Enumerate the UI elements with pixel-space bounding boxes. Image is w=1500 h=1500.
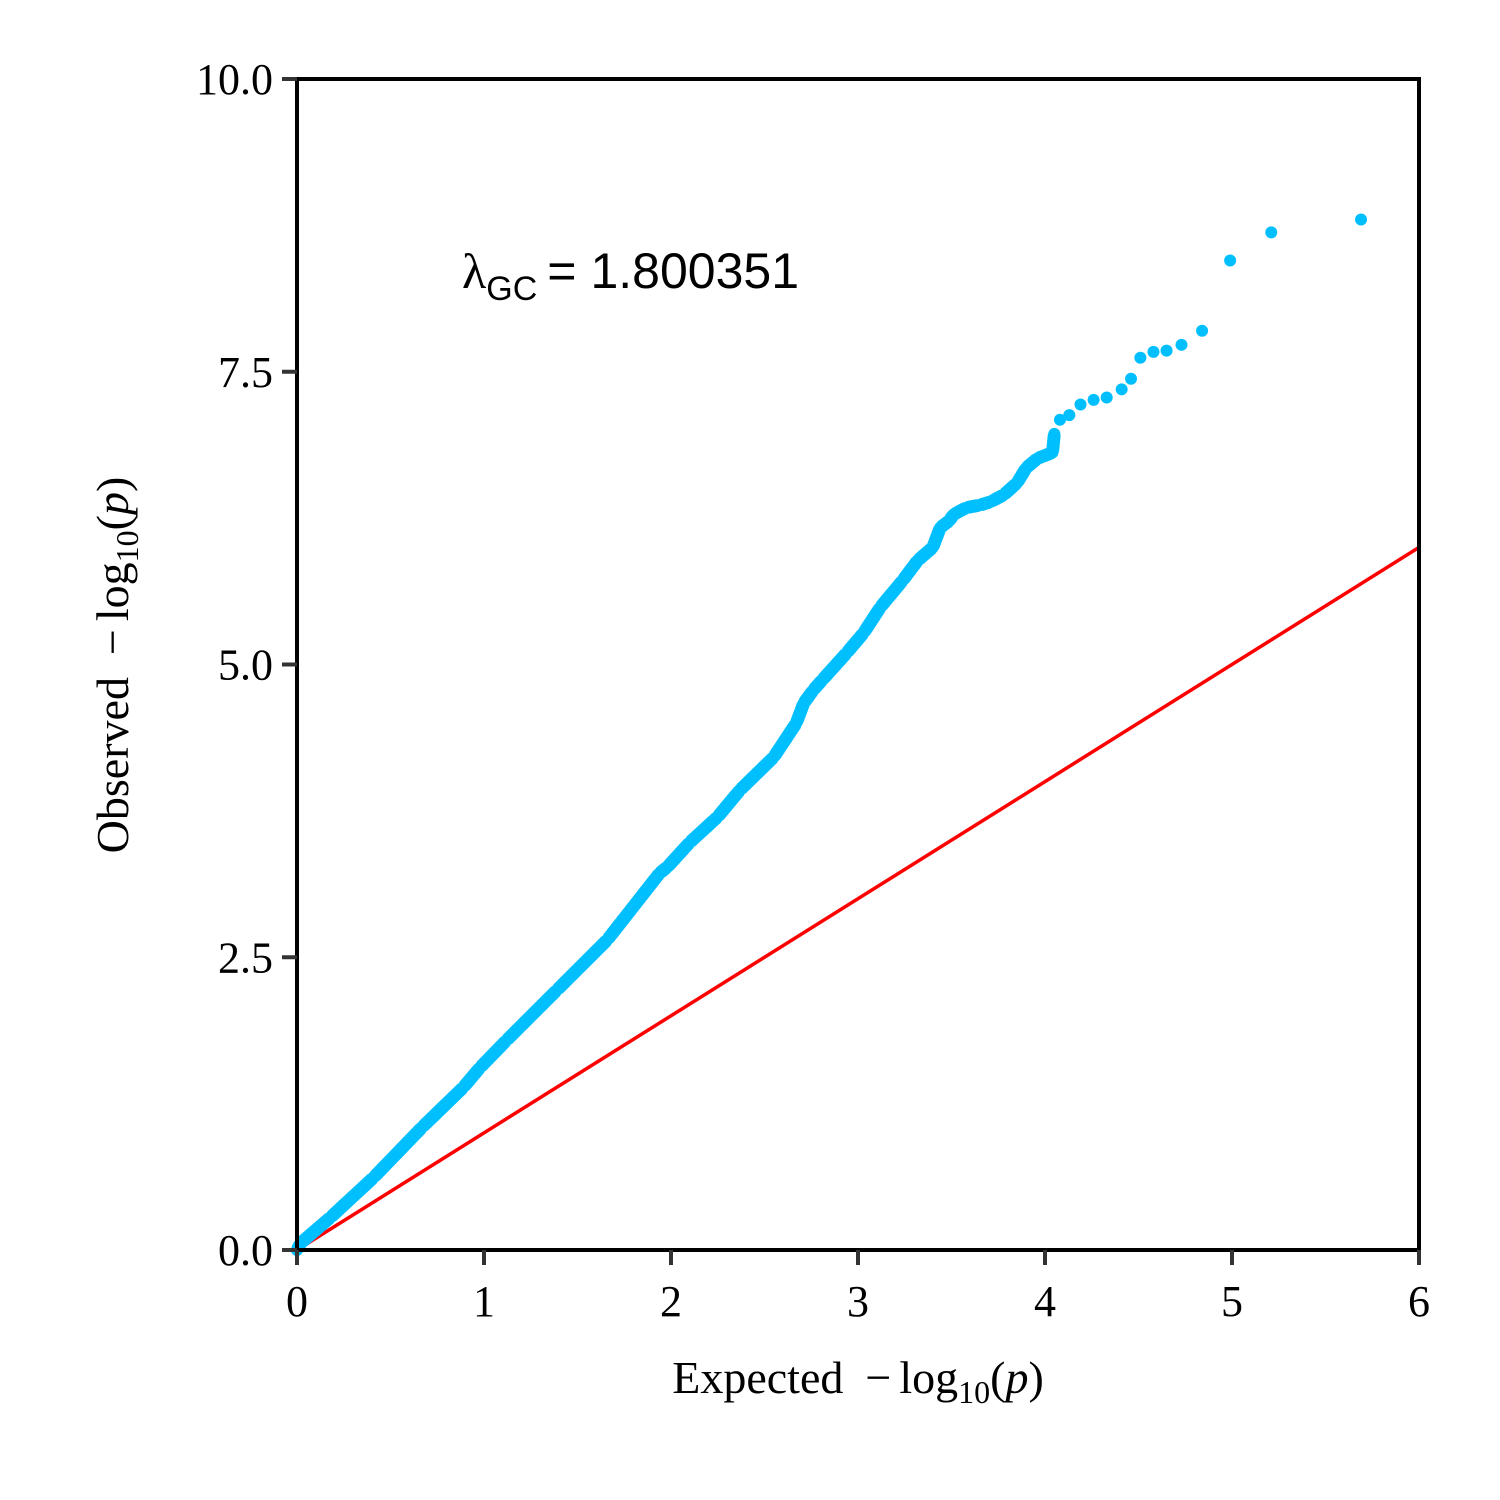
- y-axis-title-arg: p: [87, 492, 138, 518]
- data-point: [1048, 427, 1061, 440]
- x-axis-title: Expected − log10(p): [672, 1352, 1044, 1410]
- y-axis-title-close-paren: ): [87, 477, 138, 492]
- data-point: [1125, 372, 1138, 385]
- x-axis-title-base: 10: [958, 1374, 990, 1410]
- x-axis-title-minus: −: [865, 1352, 891, 1403]
- data-point: [1160, 344, 1173, 357]
- lambda-subscript: GC: [486, 270, 537, 308]
- x-axis-title-log: log: [899, 1352, 958, 1403]
- x-tick-label: 0: [286, 1277, 308, 1326]
- data-point: [1196, 324, 1209, 337]
- y-tick-label: 10.0: [196, 55, 273, 104]
- lambda-value: 1.800351: [590, 243, 799, 299]
- y-tick-label: 2.5: [218, 933, 273, 982]
- data-point: [1074, 398, 1087, 411]
- data-point: [1115, 383, 1128, 396]
- x-tick-label: 3: [847, 1277, 869, 1326]
- data-point: [1100, 391, 1113, 404]
- x-tick-label: 6: [1408, 1277, 1430, 1326]
- reference-line-y-equals-x: [296, 545, 1420, 1252]
- data-points-layer: [291, 213, 1368, 1256]
- x-tick-label: 2: [660, 1277, 682, 1326]
- data-point: [1175, 338, 1188, 351]
- data-point: [1053, 413, 1066, 426]
- y-axis-title-log: log: [87, 562, 138, 621]
- y-axis-title-open-paren: (: [87, 515, 138, 530]
- y-axis-title-base: 10: [109, 530, 145, 562]
- y-axis-title: Observed − log10(p): [87, 477, 145, 854]
- x-axis-title-close-paren: ): [1028, 1352, 1043, 1403]
- x-axis-title-arg: p: [1002, 1352, 1028, 1403]
- y-axis-title-minus: −: [87, 629, 138, 655]
- y-tick-label: 0.0: [218, 1226, 273, 1275]
- data-point: [1087, 393, 1100, 406]
- x-tick-label: 5: [1221, 1277, 1243, 1326]
- data-point: [1224, 254, 1237, 267]
- data-point: [1063, 409, 1076, 422]
- x-axis-title-open-paren: (: [990, 1352, 1005, 1403]
- lambda-gc-annotation: λGC = 1.800351: [462, 243, 799, 308]
- x-tick-label: 1: [473, 1277, 495, 1326]
- reference-line-layer: [296, 545, 1420, 1252]
- data-point: [1134, 351, 1147, 364]
- y-tick-label: 7.5: [218, 348, 273, 397]
- y-axis-title-prefix: Observed: [87, 677, 138, 853]
- x-axis-title-prefix: Expected: [672, 1352, 843, 1403]
- y-axis-ticks: 0.0 2.5 5.0 7.5 10.0: [196, 55, 297, 1275]
- x-tick-label: 4: [1034, 1277, 1056, 1326]
- lambda-symbol: λ: [462, 243, 486, 299]
- y-tick-label: 5.0: [218, 641, 273, 690]
- data-point: [1147, 345, 1160, 358]
- lambda-equals: =: [547, 243, 576, 299]
- data-point: [1355, 213, 1368, 226]
- data-point: [1265, 226, 1278, 239]
- x-axis-ticks: 0 1 2 3 4 5 6: [286, 1250, 1430, 1326]
